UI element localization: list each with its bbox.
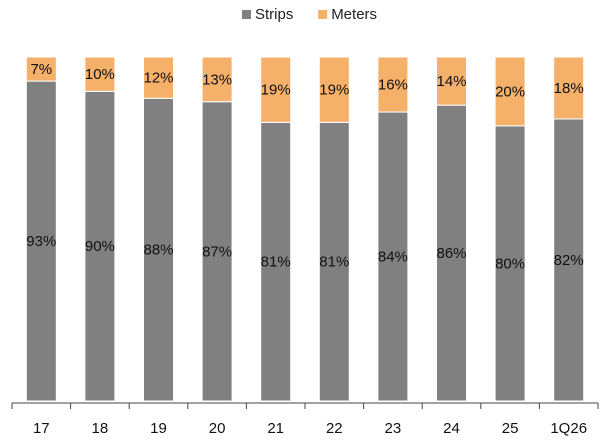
legend-swatch-strips — [242, 10, 251, 19]
data-label-strips-21: 81% — [261, 254, 291, 271]
legend-swatch-meters — [318, 10, 328, 19]
bar-meters-18 — [84, 56, 116, 92]
data-label-strips-19: 88% — [143, 242, 173, 259]
data-labels: 93% 7% 90% 10% 88% 12% 87% 13% 81% 19% 81% 19% 84% 16… — [26, 61, 583, 272]
bar-meters-22 — [318, 56, 350, 123]
x-tick-label-19: 19 — [150, 420, 167, 437]
bar-strips-24 — [436, 104, 467, 402]
bar-meters-21 — [260, 56, 292, 123]
x-tick-label-20: 20 — [209, 420, 226, 437]
data-label-strips-22: 81% — [319, 254, 349, 271]
data-label-strips-20: 87% — [202, 243, 232, 260]
legend: Strips Meters — [242, 6, 377, 23]
bar-meters-25 — [494, 56, 526, 127]
x-tick-label-21: 21 — [267, 420, 284, 437]
bar-strips-19 — [143, 97, 174, 402]
legend-item-strips: Strips — [242, 6, 293, 23]
x-axis: 17 18 19 20 21 22 23 24 25 1Q26 — [11, 402, 599, 437]
data-label-strips-24: 86% — [436, 245, 466, 262]
data-label-meters-1q26: 18% — [554, 80, 584, 97]
bar-meters-19 — [143, 56, 174, 99]
bar-strips-20 — [201, 101, 233, 402]
data-label-strips-18: 90% — [85, 238, 115, 255]
data-label-meters-18: 10% — [85, 66, 115, 83]
x-tick-label-17: 17 — [33, 420, 50, 437]
bar-strips-1q26 — [553, 118, 585, 402]
x-tick-label-1q26: 1Q26 — [550, 420, 587, 437]
data-label-meters-23: 16% — [378, 77, 408, 94]
bar-meters-17 — [25, 56, 57, 82]
bar-strips-22 — [318, 121, 350, 402]
bar-strips-23 — [377, 111, 409, 402]
data-label-meters-24: 14% — [436, 73, 466, 90]
x-tick-label-23: 23 — [385, 420, 402, 437]
x-tick-label-18: 18 — [92, 420, 109, 437]
data-label-strips-1q26: 82% — [554, 252, 584, 269]
x-tick-label-24: 24 — [443, 420, 460, 437]
legend-item-meters: Meters — [318, 6, 377, 23]
x-tick-label-25: 25 — [502, 420, 519, 437]
data-label-meters-20: 13% — [202, 71, 232, 88]
legend-label-meters: Meters — [331, 6, 377, 23]
x-tick-label-22: 22 — [326, 420, 343, 437]
bar-meters-24 — [436, 56, 467, 106]
bar-strips-21 — [260, 121, 292, 402]
data-label-meters-25: 20% — [495, 83, 525, 100]
bar-strips-25 — [494, 125, 526, 402]
legend-label-strips: Strips — [255, 6, 293, 23]
data-label-strips-25: 80% — [495, 255, 525, 272]
data-label-meters-17: 7% — [30, 61, 52, 78]
data-label-strips-17: 93% — [26, 233, 56, 250]
data-label-meters-21: 19% — [261, 82, 291, 99]
bar-strips-17 — [25, 80, 57, 402]
bars — [25, 56, 585, 402]
bar-meters-23 — [377, 56, 409, 113]
data-label-meters-19: 12% — [143, 70, 173, 87]
bar-meters-1q26 — [553, 56, 585, 120]
data-label-strips-23: 84% — [378, 249, 408, 266]
data-label-meters-22: 19% — [319, 82, 349, 99]
bar-meters-20 — [201, 56, 233, 103]
